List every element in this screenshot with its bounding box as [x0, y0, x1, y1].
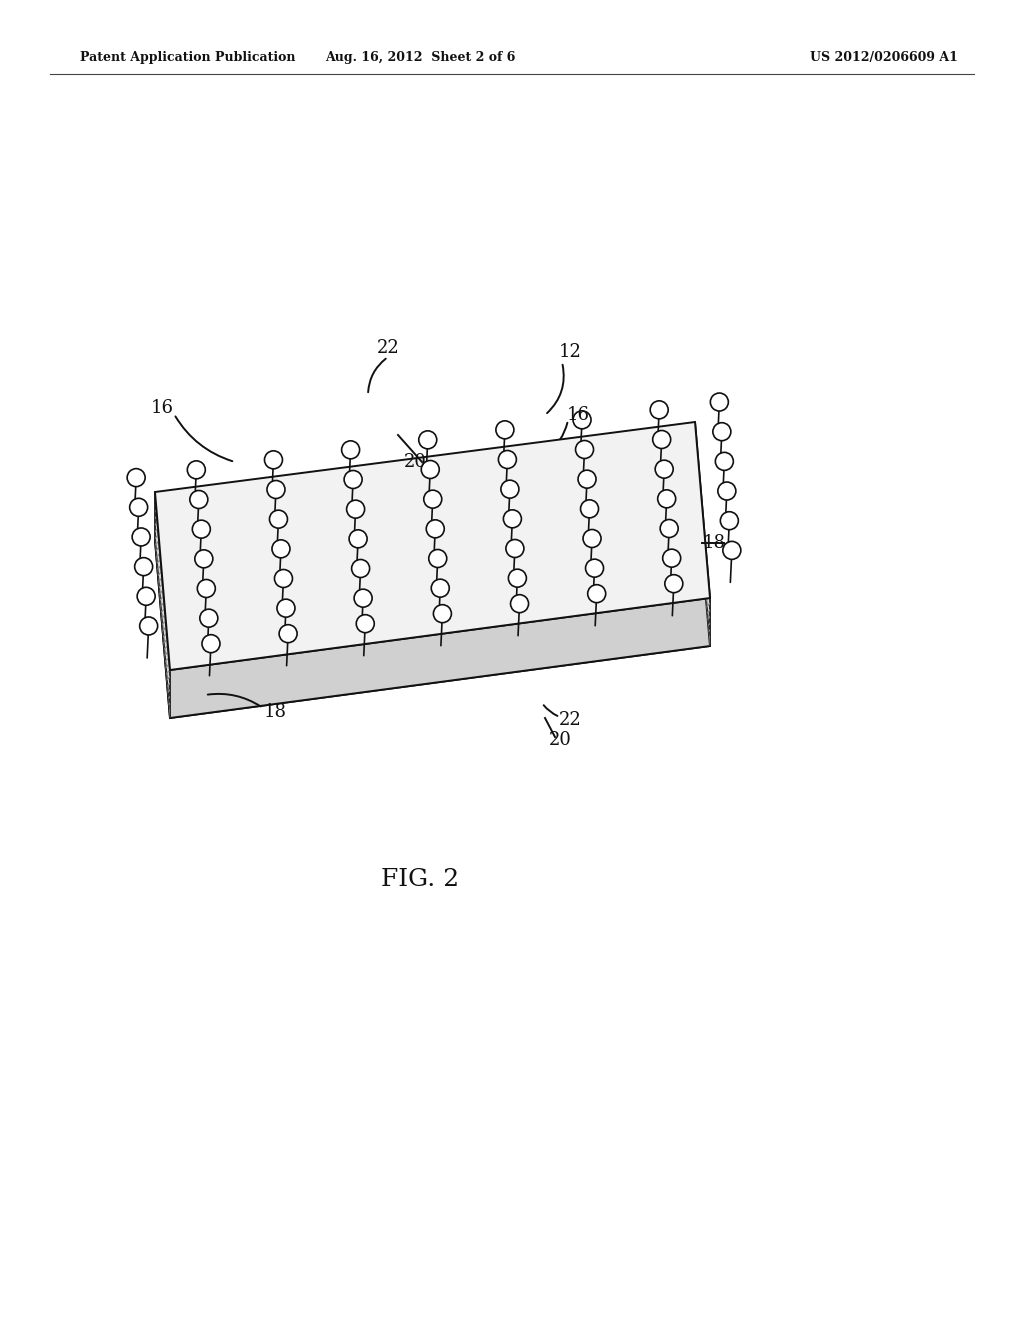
Circle shape [269, 510, 288, 528]
Text: 22: 22 [377, 339, 399, 356]
Circle shape [127, 469, 145, 487]
Circle shape [274, 569, 293, 587]
Circle shape [200, 609, 218, 627]
Circle shape [342, 441, 359, 459]
Circle shape [713, 422, 731, 441]
Circle shape [652, 430, 671, 449]
Circle shape [130, 498, 147, 516]
Text: 16: 16 [566, 407, 590, 424]
Circle shape [424, 490, 441, 508]
Circle shape [354, 589, 372, 607]
Circle shape [657, 490, 676, 508]
Circle shape [496, 421, 514, 438]
Circle shape [344, 470, 362, 488]
Circle shape [578, 470, 596, 488]
Polygon shape [155, 422, 710, 671]
Circle shape [276, 599, 295, 618]
Polygon shape [155, 492, 170, 718]
Circle shape [665, 574, 683, 593]
Text: Patent Application Publication: Patent Application Publication [80, 51, 296, 65]
Circle shape [431, 579, 450, 597]
Circle shape [137, 587, 156, 606]
Circle shape [511, 595, 528, 612]
Circle shape [575, 441, 594, 458]
Polygon shape [155, 470, 710, 718]
Circle shape [193, 520, 210, 539]
Circle shape [723, 541, 740, 560]
Circle shape [349, 529, 368, 548]
Text: 12: 12 [558, 343, 582, 360]
Circle shape [280, 624, 297, 643]
Circle shape [195, 550, 213, 568]
Text: 18: 18 [263, 704, 287, 721]
Circle shape [429, 549, 446, 568]
Circle shape [718, 482, 736, 500]
Circle shape [716, 453, 733, 470]
Circle shape [421, 461, 439, 479]
Circle shape [573, 411, 591, 429]
Circle shape [581, 500, 599, 517]
Circle shape [499, 450, 516, 469]
Text: 18: 18 [702, 535, 725, 552]
Circle shape [189, 491, 208, 508]
Circle shape [202, 635, 220, 652]
Circle shape [134, 557, 153, 576]
Circle shape [501, 480, 519, 498]
Circle shape [650, 401, 669, 418]
Circle shape [504, 510, 521, 528]
Circle shape [426, 520, 444, 537]
Circle shape [351, 560, 370, 578]
Text: US 2012/0206609 A1: US 2012/0206609 A1 [810, 51, 957, 65]
Circle shape [419, 430, 437, 449]
Text: 20: 20 [403, 453, 426, 471]
Circle shape [586, 560, 603, 577]
Circle shape [720, 512, 738, 529]
Circle shape [663, 549, 681, 568]
Circle shape [508, 569, 526, 587]
Circle shape [346, 500, 365, 519]
Circle shape [711, 393, 728, 411]
Text: Aug. 16, 2012  Sheet 2 of 6: Aug. 16, 2012 Sheet 2 of 6 [325, 51, 515, 65]
Polygon shape [695, 422, 710, 645]
Polygon shape [170, 598, 710, 718]
Text: 20: 20 [549, 731, 571, 748]
Circle shape [655, 461, 673, 478]
Circle shape [588, 585, 605, 603]
Text: 16: 16 [151, 399, 173, 417]
Circle shape [264, 451, 283, 469]
Circle shape [583, 529, 601, 548]
Circle shape [267, 480, 285, 499]
Circle shape [506, 540, 524, 557]
Circle shape [132, 528, 151, 546]
Circle shape [198, 579, 215, 598]
Text: 22: 22 [559, 711, 582, 729]
Circle shape [433, 605, 452, 623]
Circle shape [139, 616, 158, 635]
Circle shape [272, 540, 290, 558]
Text: FIG. 2: FIG. 2 [381, 869, 459, 891]
Circle shape [660, 520, 678, 537]
Circle shape [356, 615, 374, 632]
Circle shape [187, 461, 206, 479]
